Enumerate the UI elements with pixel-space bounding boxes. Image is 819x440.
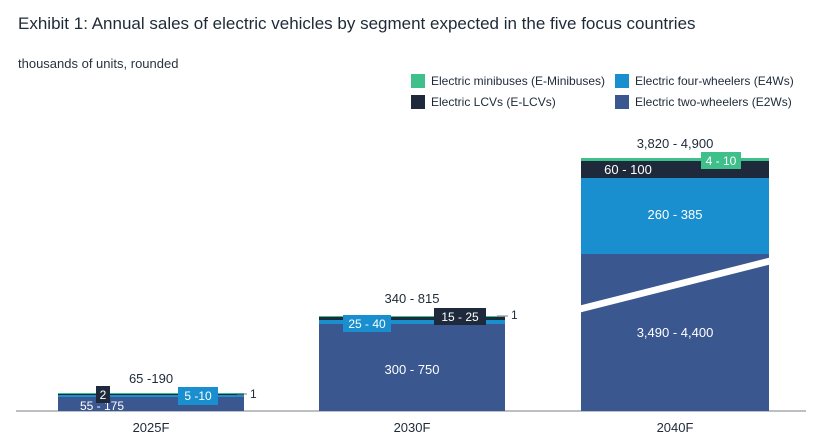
axis-break-line-bottom — [575, 262, 775, 314]
category-2025: 2025F — [133, 420, 170, 435]
label-bg-2025-e4ws — [178, 387, 218, 405]
total-2025: 65 -190 — [129, 371, 173, 386]
legend-item-e-lcvs: Electric LCVs (E-LCVs) — [411, 95, 556, 109]
bar-2030-e2ws — [319, 324, 505, 411]
label-2040-e-minibuses: 4 - 10 — [706, 154, 737, 168]
label-2025-e2ws: 55 - 175 — [80, 399, 124, 413]
legend-label-e4ws: Electric four-wheelers (E4Ws) — [635, 74, 794, 88]
label-2030-e2ws: 300 - 750 — [385, 362, 440, 377]
bar-2025-e4ws — [58, 395, 244, 397]
legend-swatch-e-lcvs — [411, 95, 425, 109]
label-2030-e-lcvs: 15 - 25 — [441, 310, 479, 324]
label-bg-2025-e-lcvs — [96, 386, 110, 403]
chart-subtitle: thousands of units, rounded — [18, 56, 179, 71]
bar-2030-e4ws — [319, 320, 505, 324]
label-2030-e4ws: 25 - 40 — [348, 317, 386, 331]
legend-swatch-e4ws — [615, 74, 629, 88]
total-2030: 340 - 815 — [385, 291, 440, 306]
label-bg-2040-e-minibuses — [701, 152, 741, 169]
chart-title: Exhibit 1: Annual sales of electric vehi… — [18, 14, 696, 33]
axis-break-gap — [576, 257, 774, 313]
legend-item-e-minibuses: Electric minibuses (E-Minibuses) — [411, 74, 605, 88]
legend-label-e-lcvs: Electric LCVs (E-LCVs) — [431, 95, 556, 109]
legend-item-e4ws: Electric four-wheelers (E4Ws) — [615, 74, 794, 88]
label-2040-e4ws: 260 - 385 — [648, 207, 703, 222]
label-2030-e-minibuses: 1 — [511, 308, 518, 322]
legend-label-e-minibuses: Electric minibuses (E-Minibuses) — [431, 74, 606, 88]
legend-swatch-e-minibuses — [411, 74, 425, 88]
label-bg-2030-e-lcvs — [434, 308, 486, 325]
label-2040-e2ws: 3,490 - 4,400 — [637, 325, 714, 340]
bar-2025-e-lcvs — [58, 394, 244, 395]
bar-2030-e-lcvs — [319, 317, 505, 320]
bar-2030-e-minibuses — [319, 316, 505, 317]
axis-break-line-top — [575, 256, 775, 308]
category-2040: 2040F — [657, 420, 694, 435]
bar-2040-e4ws — [581, 178, 769, 254]
total-2040: 3,820 - 4,900 — [637, 136, 714, 151]
label-2025-e-lcvs: 2 — [100, 388, 107, 402]
legend-item-e2ws: Electric two-wheelers (E2Ws) — [615, 95, 792, 109]
label-bg-2030-e4ws — [343, 315, 391, 332]
bar-2040-e-minibuses — [581, 158, 769, 161]
label-2040-e-lcvs: 60 - 100 — [604, 162, 652, 177]
legend-swatch-e2ws — [615, 95, 629, 109]
legend-label-e2ws: Electric two-wheelers (E2Ws) — [635, 95, 792, 109]
bar-2040-e2ws — [581, 254, 769, 411]
label-2025-e-minibuses: 1 — [250, 387, 257, 401]
label-2025-e4ws: 5 -10 — [184, 389, 212, 403]
bar-2025-e-minibuses — [58, 393, 244, 394]
category-2030: 2030F — [394, 420, 431, 435]
